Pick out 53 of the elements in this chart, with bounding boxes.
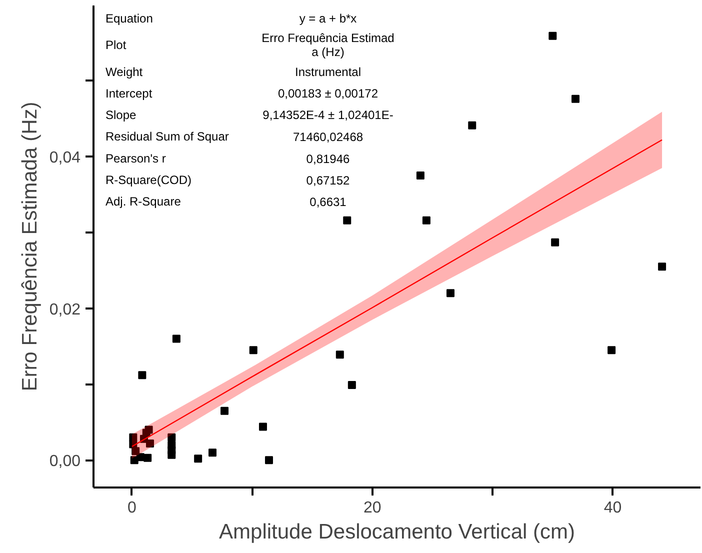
- point: [249, 346, 258, 354]
- point: [132, 447, 140, 456]
- point: [551, 238, 560, 246]
- annotation: Adj. R-Square: [106, 194, 182, 208]
- point: [336, 350, 344, 359]
- point: [422, 216, 430, 224]
- point: [172, 334, 180, 343]
- point: [144, 454, 152, 462]
- annotation: 71460,02468: [292, 130, 364, 144]
- point: [468, 121, 476, 130]
- point: [446, 289, 454, 298]
- point: [264, 456, 273, 464]
- annotation: 0,6631: [310, 195, 347, 209]
- y-tick-label: 0,04: [49, 150, 81, 167]
- point: [146, 439, 154, 448]
- point: [220, 406, 229, 415]
- point: [208, 448, 216, 457]
- annotation: Pearson's r: [106, 151, 166, 166]
- point: [343, 216, 352, 224]
- x-tick-label: 0: [128, 500, 137, 516]
- annotation: Plot: [106, 38, 127, 52]
- annotation: 9,14352E-4 ± 1,02401E-: [262, 108, 394, 122]
- y-tick-label: 0,02: [49, 301, 81, 318]
- point: [416, 172, 424, 180]
- point: [548, 32, 557, 40]
- point: [571, 94, 580, 103]
- point: [138, 371, 146, 380]
- annotation: Residual Sum of Squar: [106, 130, 229, 144]
- point: [168, 433, 176, 442]
- annotation: R-Square(COD): [106, 172, 192, 187]
- point: [144, 426, 153, 434]
- x-tick-label: 40: [604, 500, 622, 516]
- annotation: Instrumental: [294, 64, 362, 79]
- annotation: Erro Frequência Estimad a (Hz): [262, 31, 394, 60]
- point: [194, 454, 202, 463]
- annotation: Intercept: [106, 86, 153, 100]
- annotation: y = a + b*x: [299, 11, 357, 26]
- x-axis-title: Amplitude Deslocamento Vertical (cm): [219, 520, 575, 544]
- annotation: Equation: [106, 11, 153, 26]
- point: [658, 262, 666, 271]
- annotation: Weight: [106, 64, 144, 79]
- point: [168, 450, 176, 459]
- point: [608, 346, 616, 354]
- point: [258, 422, 267, 431]
- x-tick-label: 20: [363, 500, 382, 516]
- annotation: Slope: [106, 108, 137, 122]
- annotation: 0,81946: [306, 152, 350, 166]
- annotation: 0,67152: [306, 173, 350, 188]
- annotation: 0,00183 ± 0,00172: [278, 86, 378, 100]
- y-axis-title: Erro Frequência Estimada (Hz): [18, 102, 42, 392]
- y-tick-label: 0,00: [49, 453, 81, 470]
- point: [136, 453, 144, 462]
- point: [348, 381, 356, 390]
